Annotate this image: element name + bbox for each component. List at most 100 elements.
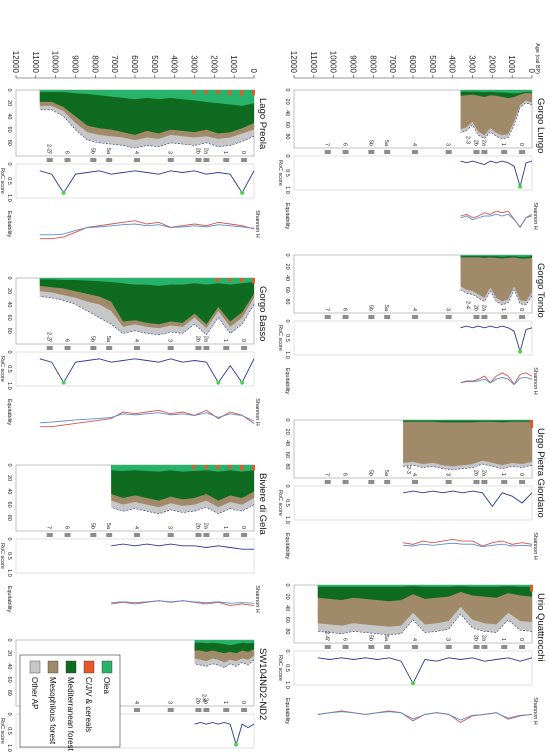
legend-label: Mediterranean forest: [66, 677, 75, 752]
pollen-tick: 20: [6, 475, 12, 481]
legend-label: Mesophilous forest: [48, 677, 57, 745]
bond-event-bar: [411, 315, 418, 319]
bond-event-label: 2a: [202, 698, 208, 705]
pollen-tick: 20: [6, 650, 12, 656]
equitability-axis-label: Equitability: [6, 586, 12, 613]
roc-frame: [293, 155, 533, 191]
site-title: Gorgo Lungo: [535, 98, 546, 153]
zone-label: 2-2: [46, 332, 52, 340]
equitability-line: [317, 711, 533, 721]
legend-label: C/J/V & cereals: [84, 677, 93, 732]
bond-event-bar: [106, 158, 113, 162]
bond-event-label: 5a: [383, 635, 389, 642]
bond-event-bar: [324, 150, 331, 154]
site-title: Urio Quattrocchi: [535, 593, 546, 662]
roc-tick: 1.0: [6, 744, 12, 752]
pollen-tick: 80: [284, 133, 290, 139]
bond-event-bar: [501, 315, 508, 319]
bond-event-label: 6: [342, 638, 348, 641]
shannon-line: [460, 372, 533, 386]
bond-event-bar: [46, 346, 53, 350]
bond-event-label: 4: [133, 339, 139, 342]
age-tick-label: 9000: [71, 55, 80, 73]
pollen-tick: 0: [284, 583, 290, 586]
roc-tick: 0: [284, 649, 290, 652]
pollen-tick: 20: [6, 100, 12, 106]
bond-event-bar: [203, 708, 210, 712]
bond-event-label: 4: [133, 151, 139, 154]
roc-peak-point: [216, 380, 221, 385]
bond-event-label: 3: [167, 339, 173, 342]
site-title: Gorgo Basso: [257, 286, 268, 341]
bond-event-label: 5a: [383, 140, 389, 147]
bond-event-bar: [368, 480, 375, 484]
olea-area: [403, 420, 532, 421]
pollen-tick: 60: [284, 287, 290, 293]
bond-event-bar: [445, 150, 452, 154]
bond-event-bar: [445, 645, 452, 649]
age-tick-label: 6000: [408, 55, 417, 73]
bond-event-bar: [223, 533, 230, 537]
bond-event-label: 1: [500, 308, 506, 311]
roc-frame: [15, 351, 255, 387]
bond-event-bar: [46, 158, 53, 162]
bond-event-bar: [501, 480, 508, 484]
bond-event-label: 2b: [194, 523, 200, 529]
legend-swatch: [65, 660, 77, 674]
roc-frame: [293, 485, 533, 521]
bond-event-label: 4: [411, 473, 417, 476]
age-tick-label: 6000: [130, 55, 139, 73]
roc-peak-point: [234, 742, 239, 747]
roc-frame: [15, 538, 255, 574]
bond-event-label: 5b: [367, 635, 373, 641]
roc-axis-label: RoC score: [0, 718, 5, 744]
roc-tick: 0.5: [284, 499, 290, 507]
equitability-axis-label: Equitability: [6, 211, 12, 238]
roc-axis-label: RoC score: [277, 655, 283, 681]
bond-event-label: 5b: [367, 470, 373, 476]
bond-event-bar: [519, 480, 526, 484]
age-tick-label: 10000: [51, 51, 60, 74]
age-tick-label: 2000: [209, 55, 218, 73]
bond-event-label: 6: [64, 151, 70, 154]
bond-event-bar: [241, 708, 248, 712]
pollen-frame: [15, 639, 255, 707]
bond-event-bar: [133, 708, 140, 712]
roc-tick: 1.0: [6, 569, 12, 577]
bond-event-label: 6: [342, 143, 348, 146]
bond-event-label: 6: [64, 526, 70, 529]
pollen-tick: 60: [6, 677, 12, 683]
total-ap-line: [460, 289, 533, 306]
bond-event-bar: [519, 315, 526, 319]
roc-peak-point: [61, 380, 66, 385]
roc-frame: [293, 320, 533, 356]
shannon-line: [39, 220, 255, 240]
age-tick-label: 7000: [110, 55, 119, 73]
pollen-frame: [293, 89, 533, 149]
age-tick-label: 1000: [229, 55, 238, 73]
roc-tick: 1.0: [284, 351, 290, 359]
bond-event-bar: [384, 645, 391, 649]
bond-event-label: 5a: [105, 336, 111, 343]
bond-event-bar: [445, 480, 452, 484]
bond-event-bar: [167, 346, 174, 350]
bond-event-label: 7: [46, 526, 52, 529]
equitability-line: [460, 376, 533, 386]
bond-event-bar: [195, 708, 202, 712]
site-title: Lago Preola: [257, 98, 268, 150]
olea-area: [317, 585, 532, 587]
bond-event-label: 1: [500, 638, 506, 641]
bond-event-label: 6: [342, 308, 348, 311]
bond-event-label: 2a: [202, 523, 208, 530]
roc-tick: 0.5: [284, 664, 290, 672]
bond-event-bar: [167, 158, 174, 162]
shannon-line: [403, 538, 533, 547]
pollen-tick: 40: [6, 301, 12, 307]
age-tick-label: 5000: [150, 55, 159, 73]
pollen-tick: 0: [6, 88, 12, 91]
roc-frame: [15, 713, 255, 749]
bond-event-bar: [473, 645, 480, 649]
